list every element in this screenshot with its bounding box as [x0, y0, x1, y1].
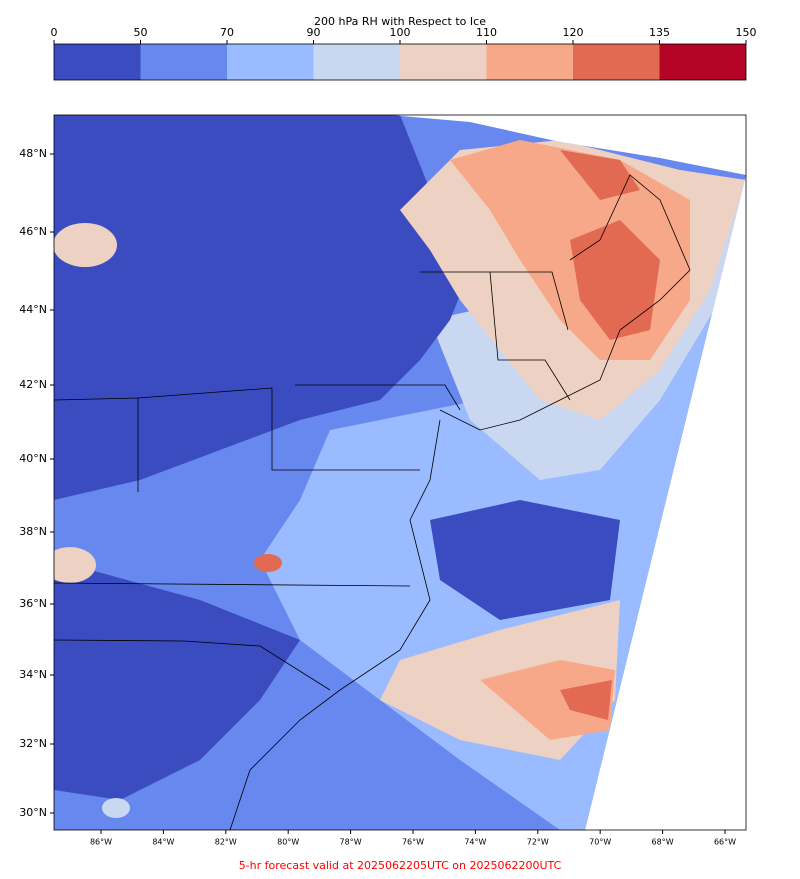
map-frame [53, 114, 747, 831]
lon-label: 66°W [714, 838, 736, 847]
lon-label: 80°W [277, 838, 299, 847]
colorbar-segment [140, 44, 227, 80]
lat-label: 30°N [19, 806, 47, 819]
colorbar-segment [54, 44, 141, 80]
colorbar-tick-label: 100 [390, 26, 411, 39]
colorbar-segment [573, 44, 660, 80]
lon-label: 74°W [464, 838, 486, 847]
lon-label: 78°W [340, 838, 362, 847]
colorbar-segment [486, 44, 573, 80]
colorbar-segment [313, 44, 400, 80]
colorbar-tick-label: 135 [649, 26, 670, 39]
colorbar-segment [659, 44, 746, 80]
lon-label: 68°W [652, 838, 674, 847]
lon-label: 84°W [152, 838, 174, 847]
colorbar-tick-label: 90 [307, 26, 321, 39]
colorbar-tick-label: 110 [476, 26, 497, 39]
map-field [54, 115, 746, 830]
colorbar-tick-label: 150 [736, 26, 757, 39]
colorbar-tick-label: 120 [563, 26, 584, 39]
lat-label: 32°N [19, 737, 47, 750]
colorbar-tick-label: 70 [220, 26, 234, 39]
lon-label: 72°W [527, 838, 549, 847]
footer: 5-hr forecast valid at 2025062205UTC on … [239, 859, 562, 872]
lat-label: 46°N [19, 225, 47, 238]
lon-label: 76°W [402, 838, 424, 847]
colorbar-tick-label: 0 [51, 26, 58, 39]
lat-label: 38°N [19, 525, 47, 538]
lat-label: 48°N [19, 147, 47, 160]
lat-label: 40°N [19, 452, 47, 465]
lat-label: 42°N [19, 378, 47, 391]
lat-label: 36°N [19, 597, 47, 610]
title: 200 hPa RH with Respect to Ice [314, 15, 486, 28]
lat-label: 34°N [19, 668, 47, 681]
colorbar-tick-label: 50 [134, 26, 148, 39]
colorbar-segment [400, 44, 487, 80]
map-borders [53, 174, 691, 831]
lat-label: 44°N [19, 303, 47, 316]
colorbar-frame [53, 43, 747, 81]
map-axes: 48°N 46°N 44°N 42°N 40°N 38°N 36°N 34°N 32°N 30°N… [19, 147, 736, 847]
lon-label: 82°W [215, 838, 237, 847]
lon-label: 86°W [90, 838, 112, 847]
lon-label: 70°W [589, 838, 611, 847]
colorbar-segment [227, 44, 314, 80]
colorbar: 0 50 70 90 100 110 120 135 150 [51, 26, 757, 80]
